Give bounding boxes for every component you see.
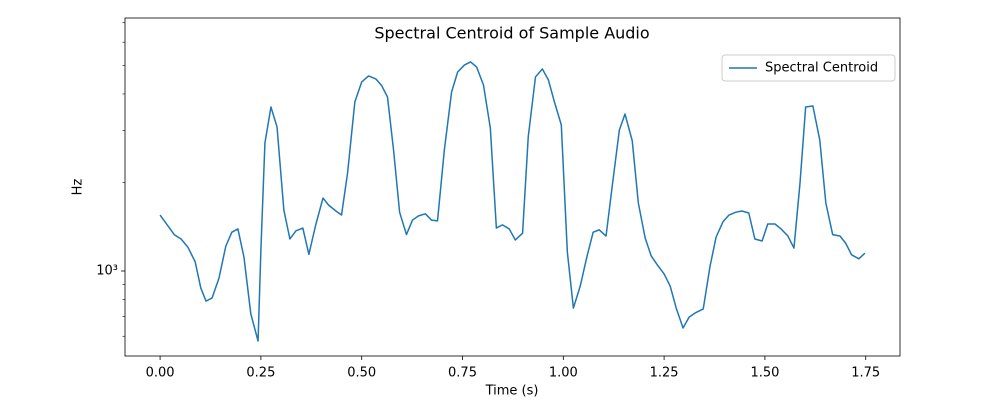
x-tick-label: 0.75: [448, 366, 477, 381]
x-tick-label: 0.50: [347, 366, 376, 381]
legend-label: Spectral Centroid: [765, 61, 878, 76]
x-tick-label: 1.75: [851, 366, 880, 381]
x-axis-label: Time (s): [485, 384, 539, 399]
legend-box: [721, 54, 896, 82]
chart-title: Spectral Centroid of Sample Audio: [374, 24, 649, 43]
y-axis-label: Hz: [71, 179, 86, 196]
x-tick-label: 1.25: [650, 366, 679, 381]
x-tick-label: 0.00: [146, 366, 175, 381]
x-tick-label: 0.25: [246, 366, 275, 381]
plot-frame: [124, 17, 901, 357]
y-tick-label: 10³: [96, 264, 118, 279]
x-tick-label: 1.50: [750, 366, 779, 381]
x-tick-label: 1.00: [549, 366, 578, 381]
data-line: [159, 61, 866, 342]
